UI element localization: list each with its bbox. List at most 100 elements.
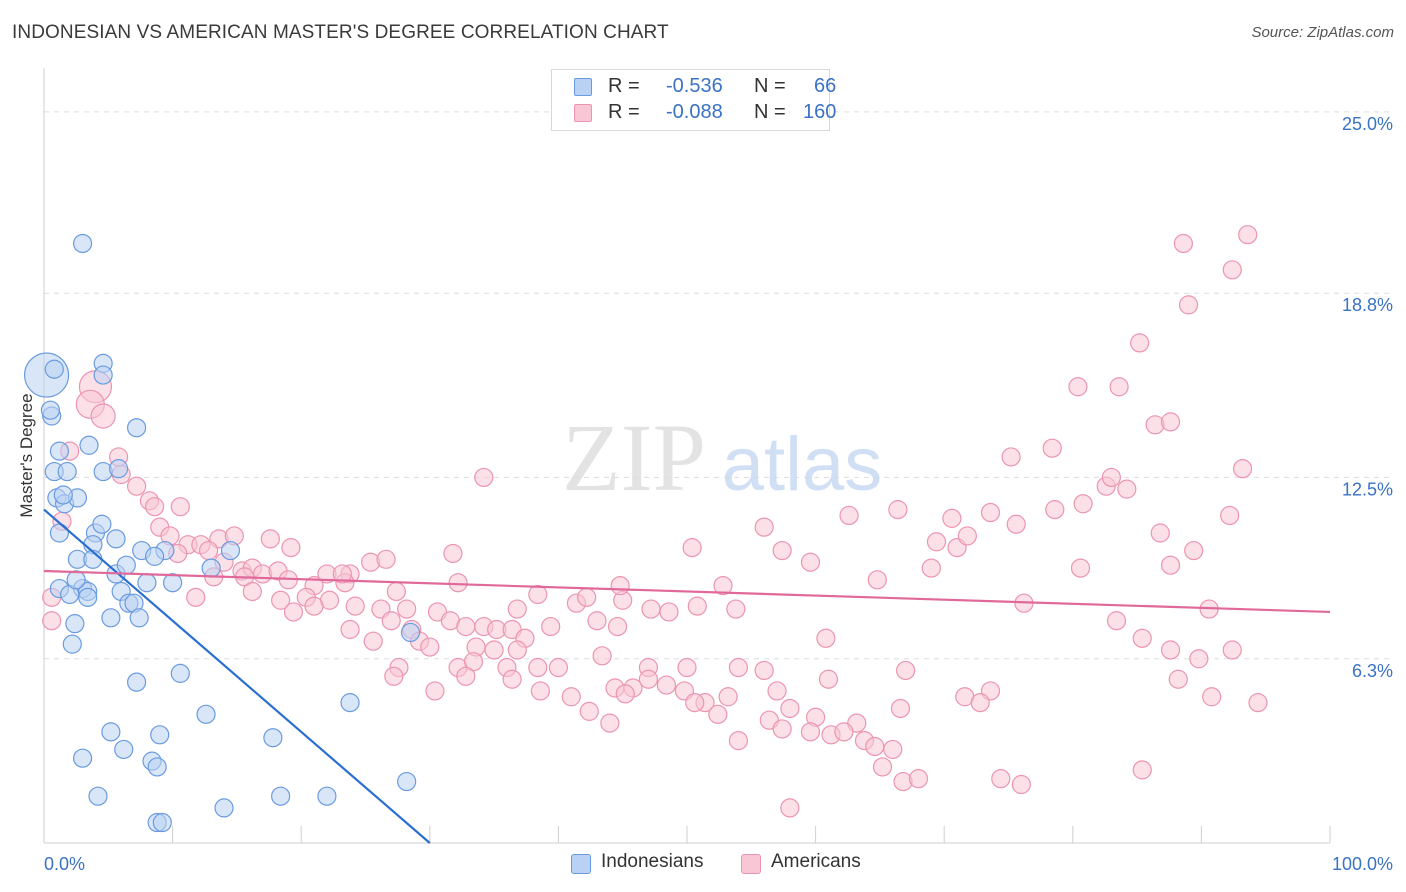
american-point [528,657,548,678]
american-point [888,500,908,520]
indonesian-point [49,441,70,461]
american-point [587,611,607,631]
american-point [144,497,165,517]
indonesian-point [72,748,93,768]
american-point [384,666,404,686]
american-point [713,576,733,596]
american-point [754,660,774,681]
american-point [1070,558,1091,578]
indonesian-point [220,540,241,561]
american-point [685,693,705,713]
american-point [800,722,821,742]
american-point [1042,438,1062,458]
american-point [1117,479,1137,499]
american-point [896,660,916,681]
indonesian-point [66,570,86,590]
american-point [1248,693,1268,713]
indonesians-swatch [574,78,592,96]
legend-label: Americans [771,851,861,872]
american-point [1189,649,1209,669]
indonesian-point [72,233,93,254]
y-axis-title: Master's Degree [17,393,36,517]
american-point [883,739,903,760]
y-tick-label: 12.5% [1342,479,1393,499]
indonesian-point [201,558,221,578]
american-point [1109,377,1129,397]
american-point [980,502,1001,523]
american-point [1173,233,1193,254]
american-point [682,538,702,558]
n-label: N = [754,101,786,123]
n-label: N = [754,75,786,97]
american-point [867,570,887,590]
indonesian-point [170,663,190,683]
indonesian-point [340,693,360,713]
american-point [340,619,360,640]
indonesian-point [49,523,70,543]
r-value: -0.088 [666,101,723,123]
indonesian-point [53,485,73,505]
american-point [970,693,990,713]
american-point [1130,333,1150,353]
watermark-atlas: atlas [722,422,883,507]
indonesian-point [57,461,77,482]
american-point [615,684,635,704]
american-point [818,669,839,689]
indonesian-point [101,608,121,628]
american-point [957,526,977,546]
american-point [528,584,548,605]
american-point [507,599,527,619]
american-point [1220,505,1240,526]
american-point [1178,295,1199,315]
american-point [448,573,468,593]
stats-legend: R = -0.536 N = 66 R = -0.088 N = 160 [551,69,836,131]
indonesian-point [88,786,108,806]
indonesian-point [126,418,147,438]
american-point [260,529,280,549]
american-point [1006,514,1026,534]
american-point [332,564,352,584]
indonesian-point [126,672,147,692]
indonesian-point [147,757,167,777]
american-point [638,669,659,689]
indonesian-point [93,365,113,385]
american-point [381,611,401,631]
indonesian-point [108,459,129,479]
r-value: -0.536 [666,75,723,97]
american-point [921,558,941,578]
trend-lines [43,508,1331,844]
american-point [283,602,304,622]
watermark: ZIP atlas [562,404,882,511]
americans-swatch [574,104,592,122]
american-point [281,538,301,558]
indonesian-point [129,608,149,628]
americans-legend-swatch [741,854,761,874]
american-point [839,505,859,526]
r-label: R = [608,101,640,123]
indonesians-trend-line [43,508,431,844]
indonesian-point [116,555,136,575]
american-point [1101,467,1121,488]
american-point [708,704,728,724]
american-point [170,497,190,517]
indonesian-point [163,573,183,593]
indonesian-point [152,812,172,833]
x-tick-label: 0.0% [44,854,85,874]
american-point [548,657,569,678]
american-point [767,681,787,701]
american-point [271,590,291,610]
american-point [865,736,885,757]
american-point [186,587,206,607]
american-point [926,532,947,552]
indonesian-point [317,786,337,806]
american-point [908,769,929,789]
american-point [1184,540,1204,561]
american-point [728,731,749,751]
american-point [1202,687,1222,707]
american-point [1222,260,1242,280]
american-point [610,576,630,596]
indonesian-point [79,435,99,455]
indonesian-point [397,771,417,792]
american-point [890,698,911,719]
